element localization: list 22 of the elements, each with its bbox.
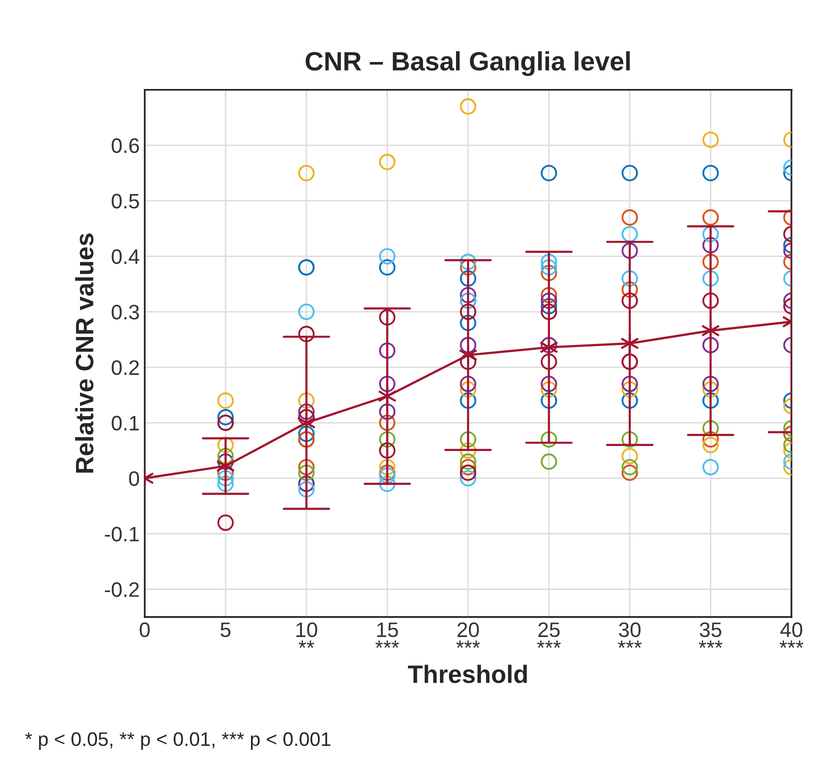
chart-title: CNR – Basal Ganglia level: [306, 51, 630, 76]
x-tick-label: 35 ***: [698, 622, 722, 648]
y-axis-title: Relative CNR values: [75, 234, 94, 473]
y-tick-label: 0.1: [112, 416, 139, 431]
x-tick-label: 10 **: [296, 622, 318, 648]
x-tick-label: 5: [220, 622, 230, 638]
y-tick-label: 0.3: [112, 304, 139, 320]
x-axis-title: Threshold: [408, 664, 527, 684]
x-tick-label: 20 ***: [456, 622, 480, 648]
y-tick-label: 0.4: [112, 249, 140, 264]
x-tick-label: 15 ***: [375, 622, 400, 648]
text: * p < 0.05, ** p < 0.01, *** p < 0.001: [25, 732, 330, 750]
y-tick-label: 0.2: [112, 360, 139, 376]
y-tick-label: 0.6: [112, 138, 139, 154]
x-tick-label: 30 ***: [618, 622, 642, 648]
y-tick-label: 0: [129, 471, 140, 486]
y-tick-label: 0.5: [112, 194, 139, 209]
x-tick-label: 25 ***: [537, 622, 561, 648]
x-tick-label: 40 ***: [780, 622, 804, 648]
y-tick-label: -0.1: [104, 526, 139, 542]
y-tick-label: -0.2: [104, 582, 139, 597]
x-tick-label: 0: [140, 622, 150, 638]
